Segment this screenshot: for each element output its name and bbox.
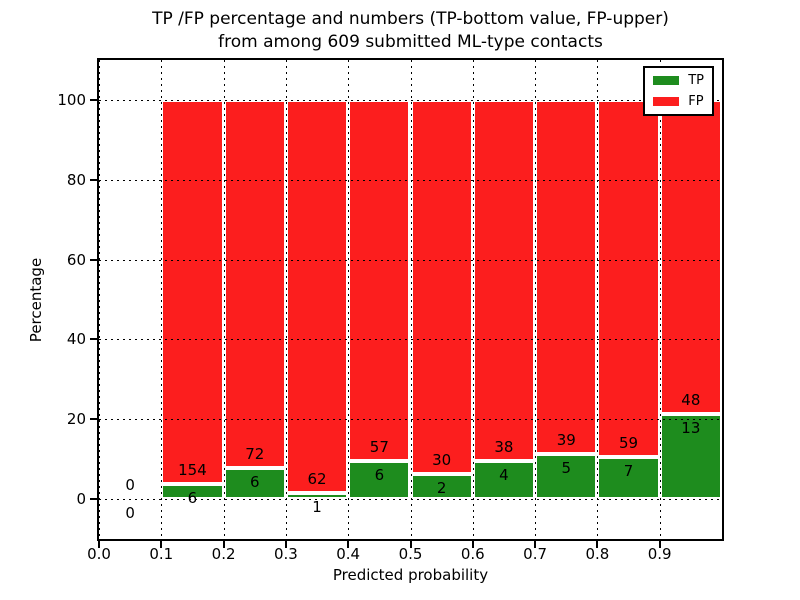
fp-bar-bin5 [410,99,473,475]
fp-bar-bin3 [285,99,349,493]
x-tickmark-0.0 [98,541,100,548]
v-gridline-0.6 [472,60,474,539]
y-tick-label-100: 100 [57,90,86,109]
v-gridline-0.1 [161,60,163,539]
tp-bar-bin2 [223,468,286,500]
chart-title-line1: TP /FP percentage and numbers (TP-bottom… [152,9,669,29]
plot-area: TP FP 0 0 154 6 72 6 62 1 57 6 30 2 38 4 39 5 59 7 48 13 [97,58,724,541]
tp-count-label-bin8: 7 [623,461,634,480]
y-tick-label-20: 20 [66,410,86,429]
fp-count-label-bin1: 154 [178,461,207,480]
fp-bar-bin9 [659,99,722,414]
y-tick-label-40: 40 [66,330,86,349]
y-tick-label-60: 60 [66,250,86,269]
tp-count-label-bin9: 13 [681,418,701,437]
tp-swatch-icon [653,76,680,85]
v-gridline-0.0 [99,60,100,539]
x-axis-label: Predicted probability [332,566,489,584]
legend: TP FP [643,66,714,116]
tp-count-label-bin3: 1 [312,497,322,516]
v-gridline-0.4 [348,60,350,539]
fp-bar-bin7 [535,99,598,454]
fp-bar-bin4 [348,99,411,462]
v-gridline-0.7 [535,60,537,539]
legend-item-fp: FP [653,95,704,108]
x-tick-label-0.0: 0.0 [87,545,111,563]
fp-count-label-bin6: 38 [494,438,514,457]
x-tick-label-0.1: 0.1 [149,545,174,563]
y-tickmark-100 [90,98,97,101]
fp-count-label-bin9: 48 [681,391,701,410]
y-tickmark-60 [90,258,97,261]
tp-count-label-bin0: 0 [125,504,135,523]
tp-count-label-bin7: 5 [561,458,572,477]
x-tickmark-0.1 [160,541,163,548]
y-tickmark-40 [90,338,97,341]
v-gridline-0.5 [410,60,412,539]
tp-count-label-bin2: 6 [249,473,260,492]
x-tickmark-0.8 [596,541,599,548]
x-tickmark-0.6 [471,541,474,548]
tp-count-label-bin1: 6 [187,489,198,508]
tp-count-label-bin5: 2 [436,479,447,498]
y-tickmark-20 [90,418,97,421]
fp-count-label-bin5: 30 [432,451,452,470]
fp-count-label-bin0: 0 [125,476,135,495]
v-gridline-0.9 [659,60,661,539]
tp-bar-bin4 [348,461,411,500]
x-tick-label-0.5: 0.5 [398,545,423,563]
y-tickmark-0 [90,498,97,501]
x-tick-label-0.6: 0.6 [460,545,485,563]
x-tickmark-0.2 [222,541,225,548]
tp-bar-bin7 [535,453,598,500]
x-tick-label-0.3: 0.3 [273,545,298,563]
fp-bar-bin6 [472,99,536,462]
x-tickmark-0.4 [347,541,350,548]
y-tickmark-80 [90,178,97,181]
tp-bar-bin9 [659,414,722,500]
y-tick-label-0: 0 [76,490,86,509]
plot-inner: TP FP 0 0 154 6 72 6 62 1 57 6 30 2 38 4 39 5 59 7 48 13 [99,60,722,539]
fp-count-label-bin3: 62 [307,469,327,488]
tp-count-label-bin6: 4 [499,466,509,485]
tp-bar-bin8 [597,456,660,500]
x-tick-label-0.4: 0.4 [336,545,361,563]
fp-bar-bin1 [161,99,224,485]
tp-count-label-bin4: 6 [374,466,385,485]
x-tick-label-0.2: 0.2 [211,545,236,563]
legend-label-fp: FP [688,94,704,109]
fp-count-label-bin7: 39 [556,430,576,449]
v-gridline-0.3 [285,60,287,539]
x-tickmark-0.5 [409,541,412,548]
y-tick-label-80: 80 [66,170,86,189]
v-gridline-0.2 [223,60,225,539]
fp-count-label-bin4: 57 [369,438,389,457]
tp-bar-bin1 [161,484,224,500]
fp-count-label-bin8: 59 [619,433,639,452]
legend-item-tp: TP [653,74,704,87]
x-tickmark-0.3 [284,541,287,548]
fp-count-label-bin2: 72 [245,445,265,464]
x-tick-label-0.7: 0.7 [523,545,548,563]
chart-title: TP /FP percentage and numbers (TP-bottom… [97,8,724,54]
fp-bar-bin2 [223,99,286,469]
fp-bar-bin8 [597,99,660,457]
chart-title-line2: from among 609 submitted ML-type contact… [218,32,603,52]
fp-swatch-icon [653,97,680,106]
tp-bar-bin6 [472,461,536,500]
tp-bar-bin5 [410,474,473,500]
x-tick-label-0.8: 0.8 [585,545,610,563]
legend-label-tp: TP [688,73,704,88]
x-tickmark-0.9 [658,541,661,548]
x-tickmark-0.7 [534,541,537,548]
x-tick-label-0.9: 0.9 [647,545,672,563]
v-gridline-0.8 [597,60,599,539]
tp-bar-bin3 [285,492,349,500]
